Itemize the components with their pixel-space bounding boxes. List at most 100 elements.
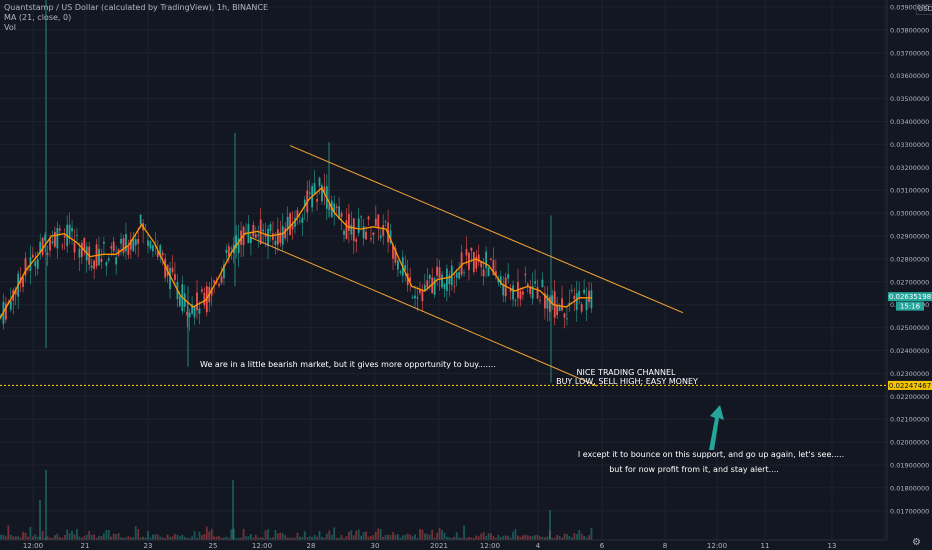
volume-bar bbox=[541, 536, 544, 540]
volume-bar bbox=[27, 536, 29, 540]
svg-text:0.02247467: 0.02247467 bbox=[889, 382, 931, 390]
volume-bar bbox=[455, 532, 458, 540]
currency-label[interactable]: USD bbox=[916, 4, 932, 15]
candle-body bbox=[286, 216, 289, 230]
volume-bar bbox=[490, 533, 492, 540]
candle-body bbox=[115, 257, 118, 265]
volume-bar bbox=[521, 535, 524, 540]
candle-body bbox=[470, 247, 473, 251]
volume-bar bbox=[183, 536, 186, 540]
y-tick-label: 0.03400000 bbox=[890, 118, 929, 126]
candle-body bbox=[487, 267, 490, 277]
svg-text:15:16: 15:16 bbox=[900, 303, 921, 311]
candle-body bbox=[536, 287, 539, 299]
candle-body bbox=[129, 239, 132, 250]
candle-body bbox=[524, 273, 527, 276]
candle-body bbox=[262, 229, 265, 232]
settings-gear-icon[interactable]: ⚙ bbox=[912, 537, 921, 548]
candle-body bbox=[583, 289, 585, 294]
candle-body bbox=[257, 234, 260, 236]
annotation-profit-alert[interactable]: but for now profit from it, and stay ale… bbox=[609, 465, 779, 474]
symbol-title[interactable]: Quantstamp / US Dollar (calculated by Tr… bbox=[4, 3, 269, 12]
candle-body bbox=[453, 285, 456, 287]
volume-bar bbox=[556, 534, 559, 540]
candle-body bbox=[340, 213, 343, 217]
annotation-bearish-market[interactable]: We are in a little bearish market, but i… bbox=[200, 360, 496, 369]
volume-bar bbox=[24, 532, 27, 540]
candle-body bbox=[423, 284, 426, 292]
candle-body bbox=[112, 241, 115, 252]
candle-body bbox=[296, 210, 299, 218]
volume-bar bbox=[348, 531, 350, 540]
y-tick-label: 0.02200000 bbox=[890, 393, 929, 401]
candle-body bbox=[455, 272, 458, 278]
candle-body bbox=[411, 297, 414, 299]
candle-body bbox=[443, 283, 446, 289]
x-tick-label: 4 bbox=[536, 542, 541, 550]
volume-bar bbox=[152, 534, 154, 540]
volume-bar bbox=[345, 536, 348, 540]
volume-bar bbox=[316, 536, 318, 540]
volume-bar bbox=[566, 533, 568, 540]
candle-body bbox=[103, 242, 105, 244]
up-arrow-icon[interactable] bbox=[709, 405, 724, 450]
volume-bar bbox=[431, 529, 434, 540]
volume-bar bbox=[142, 536, 144, 540]
candle-body bbox=[31, 254, 34, 258]
volume-bar bbox=[272, 537, 274, 540]
candle-body bbox=[227, 246, 230, 257]
x-tick-label: 13 bbox=[828, 542, 837, 550]
volume-bar bbox=[129, 537, 132, 540]
candle-body bbox=[539, 300, 541, 301]
annotation-trading-channel[interactable]: NICE TRADING CHANNEL bbox=[577, 368, 676, 377]
candle-body bbox=[80, 242, 83, 257]
candle-body bbox=[475, 256, 478, 269]
volume-bar bbox=[499, 537, 502, 540]
volume-bar bbox=[176, 534, 179, 540]
candle-body bbox=[397, 260, 399, 270]
x-tick-label: 30 bbox=[371, 542, 380, 550]
volume-bar bbox=[340, 535, 343, 540]
price-axis-area[interactable] bbox=[886, 0, 932, 550]
volume-bar bbox=[0, 534, 2, 540]
candle-body bbox=[196, 292, 198, 311]
volume-bar bbox=[257, 537, 260, 540]
candle-body bbox=[49, 238, 51, 251]
candle-body bbox=[558, 306, 561, 312]
candle-body bbox=[73, 242, 76, 253]
volume-bar bbox=[208, 531, 211, 540]
volume-bar bbox=[19, 537, 22, 540]
volume-bar bbox=[115, 534, 118, 540]
annotation-bounce-support[interactable]: I except it to bounce on this support, a… bbox=[578, 450, 844, 459]
channel-lower-line[interactable] bbox=[249, 236, 598, 387]
volume-bar bbox=[259, 537, 262, 540]
volume-bar bbox=[164, 537, 167, 540]
volume-bar bbox=[495, 537, 497, 540]
candle-body bbox=[490, 258, 492, 261]
candle-body bbox=[171, 267, 174, 273]
volume-bar bbox=[497, 534, 500, 540]
y-tick-label: 0.02300000 bbox=[890, 370, 929, 378]
candle-body bbox=[512, 285, 514, 300]
candle-body bbox=[22, 276, 24, 287]
candle-body bbox=[120, 238, 122, 244]
volume-bar bbox=[419, 528, 421, 540]
candle-body bbox=[178, 296, 181, 307]
y-tick-label: 0.02000000 bbox=[890, 439, 929, 447]
volume-bar bbox=[367, 536, 370, 540]
volume-bar bbox=[14, 536, 17, 540]
volume-bar bbox=[573, 532, 576, 540]
x-tick-label: 12:00 bbox=[252, 542, 272, 550]
ma-indicator-label[interactable]: MA (21, close, 0) bbox=[4, 13, 72, 22]
annotation-buy-low-sell-high[interactable]: BUY LOW, SELL HIGH; EASY MONEY bbox=[556, 377, 698, 386]
volume-bar bbox=[325, 533, 328, 540]
candle-body bbox=[499, 276, 502, 285]
volume-bar bbox=[502, 535, 505, 540]
volume-bar bbox=[252, 537, 255, 540]
volume-indicator-label[interactable]: Vol bbox=[4, 23, 16, 32]
volume-bar bbox=[269, 537, 272, 540]
volume-bar bbox=[387, 534, 389, 540]
candle-body bbox=[301, 217, 304, 223]
channel-upper-line[interactable] bbox=[289, 145, 684, 314]
